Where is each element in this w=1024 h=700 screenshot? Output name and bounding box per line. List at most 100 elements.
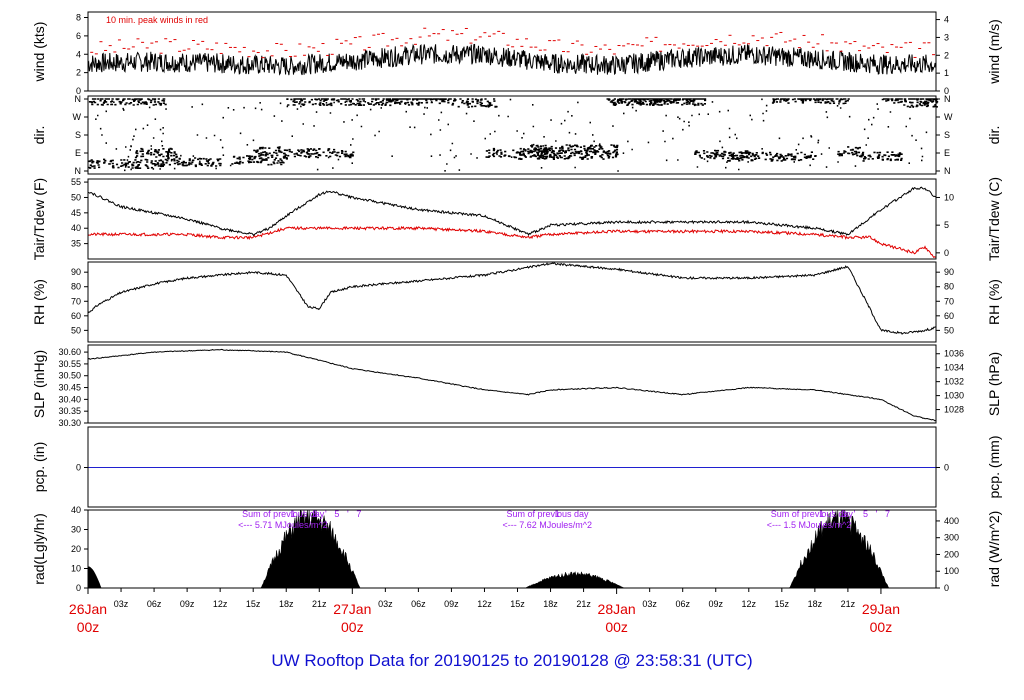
day-hour-label: 00z	[77, 619, 100, 635]
daily-sum-value: <--- 7.62 MJoules/m^2	[502, 520, 592, 530]
daily-sum-label: Sum of previous day	[242, 509, 325, 519]
rad-left-tick-label: 30	[71, 525, 81, 535]
hour-tick-label: 03z	[378, 599, 393, 609]
rh-left-tick-label: 70	[71, 296, 81, 306]
hour-marker: 3	[312, 509, 317, 519]
hour-tick-label: 18z	[279, 599, 294, 609]
hour-marker: 3	[841, 509, 846, 519]
hour-tick-label: 03z	[642, 599, 657, 609]
wind-left-tick-label: 6	[76, 31, 81, 41]
rad-right-tick-label: 400	[944, 516, 959, 526]
hour-marker: 5	[334, 509, 339, 519]
rad-left-axis-label: rad(Lgly/hr)	[31, 513, 47, 585]
daily-sum-value: <--- 1.5 MJoules/m^2	[767, 520, 852, 530]
slp-left-axis-label: SLP (inHg)	[31, 350, 47, 418]
hour-tick-label: 06z	[147, 599, 162, 609]
day-date-label: 27Jan	[333, 601, 371, 617]
hour-marker: '	[876, 509, 878, 519]
wind-left-tick-label: 0	[76, 86, 81, 96]
rad-right-tick-label: 100	[944, 566, 959, 576]
day-hour-label: 00z	[341, 619, 364, 635]
slp-left-tick-label: 30.60	[58, 347, 81, 357]
dir-right-axis-label: dir.	[986, 126, 1002, 145]
temp-right-tick-label: 10	[944, 192, 954, 202]
hour-tick-label: 15z	[510, 599, 525, 609]
hour-tick-label: 06z	[411, 599, 426, 609]
wind-right-tick-label: 0	[944, 86, 949, 96]
hour-marker: 7	[885, 509, 890, 519]
dir-left-tick-label: E	[75, 148, 81, 158]
pressure-line	[87, 348, 937, 422]
hour-tick-label: 21z	[312, 599, 327, 609]
dir-right-tick-label: E	[944, 148, 950, 158]
wind-left-tick-label: 2	[76, 68, 81, 78]
rh-right-axis-label: RH (%)	[986, 279, 1002, 325]
slp-left-tick-label: 30.55	[58, 359, 81, 369]
wind-right-tick-label: 2	[944, 50, 949, 60]
page-title: UW Rooftop Data for 20190125 to 20190128…	[271, 651, 752, 670]
wind-left-tick-label: 4	[76, 49, 81, 59]
day-date-label: 29Jan	[862, 601, 900, 617]
hour-marker: 1	[290, 509, 295, 519]
hour-marker: 5	[863, 509, 868, 519]
slp-frame	[87, 344, 937, 424]
precipitation-panel: 0 0 pcp. (in) pcp. (mm)	[31, 426, 1002, 508]
slp-right-tick-label: 1032	[944, 377, 964, 387]
wind-right-tick-label: 4	[944, 15, 949, 25]
rh-frame	[87, 261, 937, 343]
rad-left-tick-label: 40	[71, 505, 81, 515]
temperature-panel: 35 40 45 50 55 0 5 10 Tair/Tdew (F) Tair/Tdew (C)	[31, 177, 1002, 261]
slp-right-tick-label: 1036	[944, 349, 964, 359]
hour-marker: '	[325, 509, 327, 519]
dir-right-tick-label: N	[944, 166, 951, 176]
hour-marker: 1	[819, 509, 824, 519]
slp-right-axis-label: SLP (hPa)	[986, 352, 1002, 416]
rad-left-tick-label: 10	[71, 564, 81, 574]
wind-frame	[87, 11, 937, 92]
pcp-left-tick-label: 0	[76, 463, 81, 473]
temp-left-tick-label: 55	[71, 177, 81, 187]
rad-left-tick-label: 0	[76, 583, 81, 593]
temp-frame	[87, 178, 937, 260]
hour-marker: '	[832, 509, 834, 519]
hour-tick-label: 12z	[213, 599, 228, 609]
day-date-label: 26Jan	[69, 601, 107, 617]
rh-left-tick-label: 50	[71, 325, 81, 335]
temp-left-tick-label: 40	[71, 223, 81, 233]
hour-marker: '	[347, 509, 349, 519]
hour-tick-label: 03z	[114, 599, 129, 609]
temp-left-axis-label: Tair/Tdew (F)	[31, 178, 47, 260]
rad-left-tick-label: 20	[71, 544, 81, 554]
relative-humidity-line	[87, 262, 936, 335]
rh-right-tick-label: 90	[944, 267, 954, 277]
wind-left-tick-label: 8	[76, 13, 81, 23]
rad-right-tick-label: 300	[944, 533, 959, 543]
temp-right-tick-label: 0	[944, 248, 949, 258]
dir-right-tick-label: W	[944, 112, 953, 122]
air-temperature-line	[87, 186, 936, 237]
dir-left-tick-label: S	[75, 130, 81, 140]
rh-left-tick-label: 90	[71, 267, 81, 277]
rh-right-tick-label: 60	[944, 311, 954, 321]
daily-sum-label: Sum of previous day	[506, 509, 589, 519]
rh-left-axis-label: RH (%)	[31, 279, 47, 325]
hour-tick-label: 21z	[576, 599, 591, 609]
dir-left-axis-label: dir.	[31, 126, 47, 145]
wind-right-tick-label: 3	[944, 32, 949, 42]
hour-tick-label: 09z	[180, 599, 195, 609]
wind-speed-line	[87, 43, 937, 76]
time-axis: 03z 06z 09z 12z 15z 18z 21z 03z 06z 09z 12z 15z 18z 2…	[69, 588, 900, 635]
hour-tick-label: 09z	[708, 599, 723, 609]
dir-left-tick-label: N	[75, 94, 82, 104]
temp-left-tick-label: 50	[71, 192, 81, 202]
pcp-right-axis-label: pcp. (mm)	[986, 436, 1002, 499]
slp-right-tick-label: 1034	[944, 363, 964, 373]
dir-right-tick-label: N	[944, 94, 951, 104]
hour-tick-label: 21z	[841, 599, 856, 609]
slp-left-tick-label: 30.30	[58, 418, 81, 428]
rh-left-tick-label: 80	[71, 282, 81, 292]
hour-marker: '	[303, 509, 305, 519]
hour-tick-label: 12z	[477, 599, 492, 609]
